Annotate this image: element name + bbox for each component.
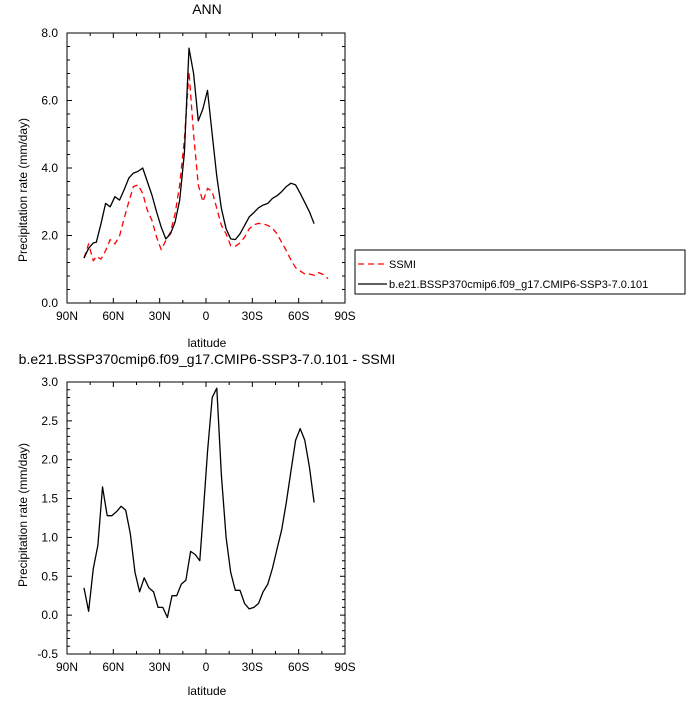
panel-ann-axes: 90N 60N 30N 0 30S 60S 90S 0.0 2.0 4.0 6.0 8.0	[41, 26, 355, 323]
panel-diff-x-tick-label: 30N	[149, 660, 171, 674]
legend-ssmi-label: SSMI	[389, 259, 416, 271]
panel-diff-y-tick-label: 0.0	[41, 608, 58, 622]
panel-diff-y-tick-label: 1.5	[41, 492, 58, 506]
panel-diff-x-tick-label: 0	[203, 660, 210, 674]
panel-ann-x-tick-label: 30N	[149, 309, 171, 323]
panel-diff-y-tick-label: 2.5	[41, 414, 58, 428]
panel-diff-axes: 90N 60N 30N 0 30S 60S 90S -0.5 0.0 0.5 1.0 1.5 2.0 2.…	[37, 375, 355, 674]
panel-diff-x-tick-label: 90N	[56, 660, 78, 674]
panel-ann-y-tick-label: 8.0	[41, 26, 58, 40]
panel-diff-y-tick-label: 3.0	[41, 375, 58, 389]
panel-ann-x-tick-label: 30S	[242, 309, 263, 323]
panel-ann-series-ssmi-line	[83, 71, 329, 280]
panel-ann-y-tick-label: 0.0	[41, 296, 58, 310]
legend: SSMI b.e21.BSSP370cmip6.f09_g17.CMIP6-SS…	[354, 249, 686, 295]
legend-model-label: b.e21.BSSP370cmip6.f09_g17.CMIP6-SSP3-7.…	[389, 279, 648, 291]
panel-diff-frame	[66, 381, 346, 655]
panel-diff-y-tick-label: 1.0	[41, 530, 58, 544]
panel-ann-x-tick-label: 90N	[56, 309, 78, 323]
panel-ann-y-tick-label: 6.0	[41, 94, 58, 108]
panel-diff-y-tick-label: 2.0	[41, 453, 58, 467]
panel-ann-x-tick-label: 60S	[288, 309, 309, 323]
panel-ann-x-tick-label: 0	[203, 309, 210, 323]
panel-diff-y-tick-label: -0.5	[37, 647, 58, 661]
panel-ann: ANN 90N 60N 30N 0 30S 60S 90S 0.0 2.0 4.0 6.0 8.0 l…	[16, 1, 356, 350]
panel-ann-y-tick-label: 2.0	[41, 229, 58, 243]
panel-ann-frame	[66, 32, 346, 304]
panel-ann-series-model-line	[83, 47, 315, 259]
panel-diff: b.e21.BSSP370cmip6.f09_g17.CMIP6-SSP3-7.…	[16, 351, 395, 698]
panel-diff-series-difference-line	[83, 387, 315, 619]
panel-ann-y-axis-label: Precipitation rate (mm/day)	[16, 118, 30, 262]
panel-ann-x-tick-label: 60N	[102, 309, 124, 323]
panel-diff-x-axis-label: latitude	[188, 684, 227, 698]
panel-diff-x-tick-label: 30S	[242, 660, 263, 674]
panel-diff-x-tick-label: 60N	[102, 660, 124, 674]
panel-ann-x-tick-label: 90S	[334, 309, 355, 323]
panel-ann-y-tick-label: 4.0	[41, 161, 58, 175]
panel-diff-x-tick-label: 90S	[334, 660, 355, 674]
panel-ann-title: ANN	[192, 1, 222, 17]
panel-ann-plot-area	[83, 47, 329, 280]
panel-diff-y-tick-label: 0.5	[41, 569, 58, 583]
panel-ann-x-axis-label: latitude	[188, 336, 227, 350]
panel-diff-y-axis-label: Precipitation rate (mm/day)	[16, 443, 30, 587]
panel-diff-title: b.e21.BSSP370cmip6.f09_g17.CMIP6-SSP3-7.…	[19, 351, 396, 367]
panel-diff-x-tick-label: 60S	[288, 660, 309, 674]
panel-diff-plot-area	[83, 387, 315, 619]
legend-box	[354, 249, 686, 295]
